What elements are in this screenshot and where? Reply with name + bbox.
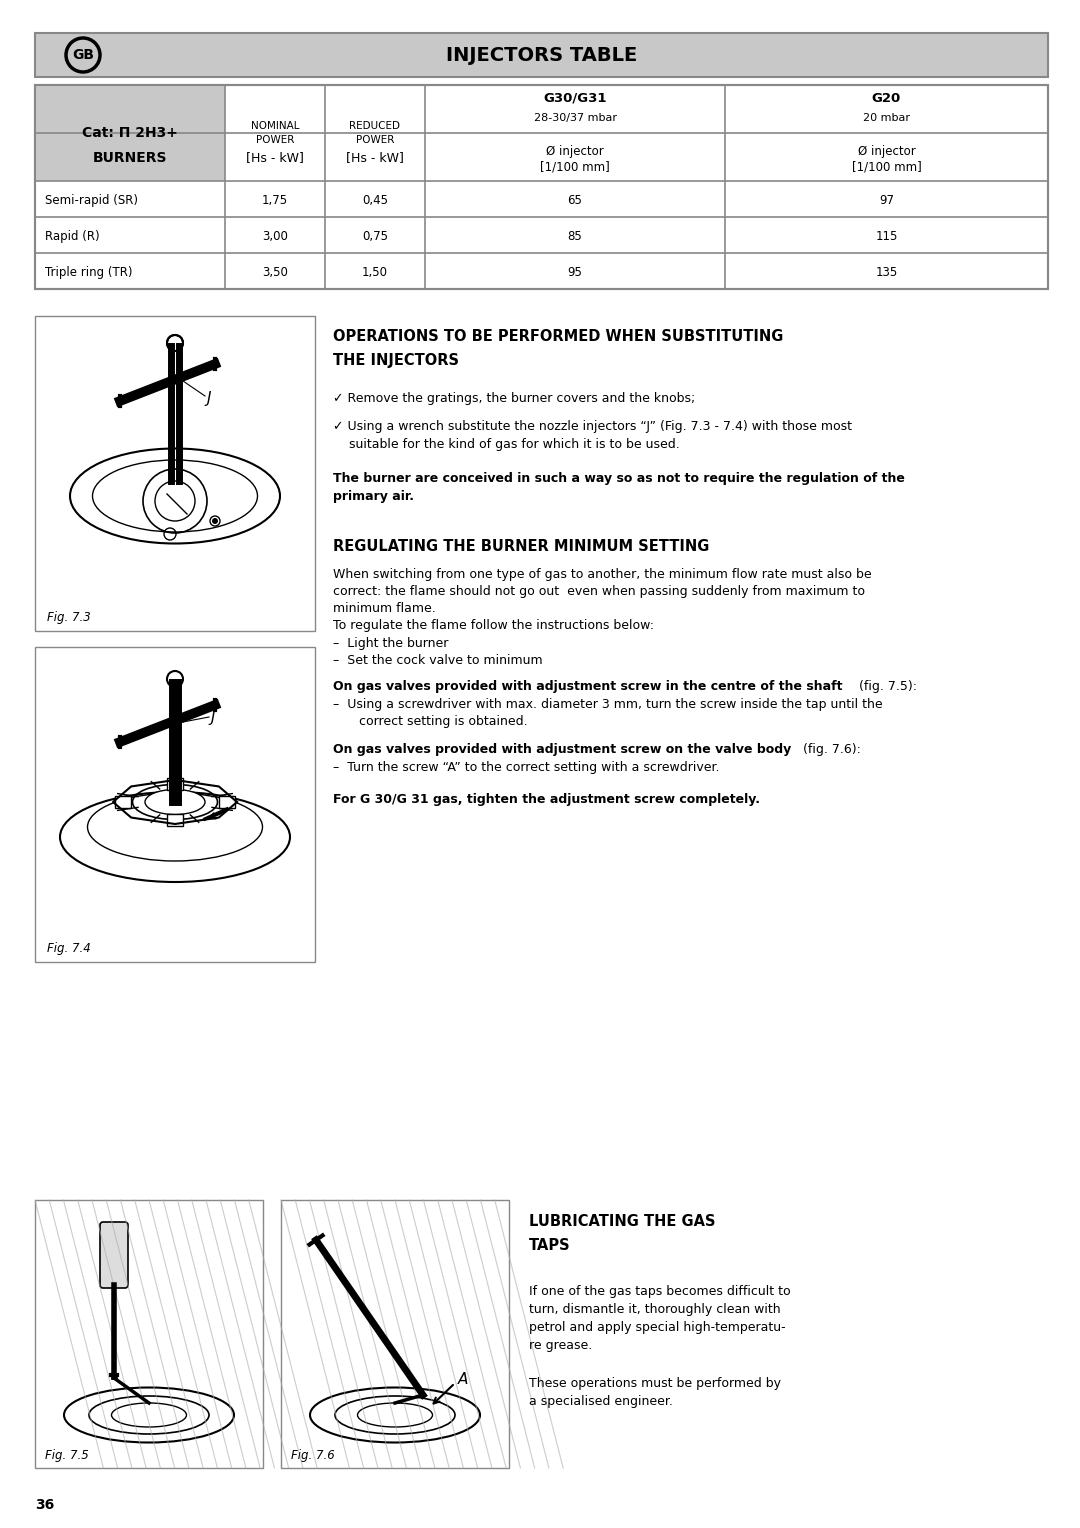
Text: petrol and apply special high-temperatu-: petrol and apply special high-temperatu- <box>529 1322 785 1334</box>
FancyBboxPatch shape <box>114 796 131 808</box>
Text: 1,75: 1,75 <box>262 194 288 206</box>
Text: correct setting is obtained.: correct setting is obtained. <box>347 715 528 727</box>
FancyBboxPatch shape <box>35 86 225 180</box>
Text: Rapid (R): Rapid (R) <box>45 229 99 243</box>
Text: Fig. 7.4: Fig. 7.4 <box>48 941 91 955</box>
Text: (fig. 7.6):: (fig. 7.6): <box>799 743 861 755</box>
Text: correct: the flame should not go out  even when passing suddenly from maximum to: correct: the flame should not go out eve… <box>333 585 865 597</box>
Text: suitable for the kind of gas for which it is to be used.: suitable for the kind of gas for which i… <box>349 437 679 451</box>
Text: 0,45: 0,45 <box>362 194 388 206</box>
Circle shape <box>167 335 183 351</box>
FancyBboxPatch shape <box>35 1199 264 1468</box>
Text: INJECTORS TABLE: INJECTORS TABLE <box>446 46 637 64</box>
Text: On gas valves provided with adjustment screw on the valve body: On gas valves provided with adjustment s… <box>333 743 792 755</box>
Text: primary air.: primary air. <box>333 489 414 503</box>
FancyBboxPatch shape <box>167 778 183 790</box>
Text: NOMINAL
POWER: NOMINAL POWER <box>251 121 299 145</box>
Text: REDUCED
POWER: REDUCED POWER <box>350 121 401 145</box>
Text: 20 mbar: 20 mbar <box>863 113 910 122</box>
FancyBboxPatch shape <box>167 814 183 827</box>
Text: 95: 95 <box>568 266 582 278</box>
Text: –  Turn the screw “A” to the correct setting with a screwdriver.: – Turn the screw “A” to the correct sett… <box>333 761 719 773</box>
Text: 85: 85 <box>568 229 582 243</box>
FancyBboxPatch shape <box>35 34 1048 76</box>
Text: 3,00: 3,00 <box>262 229 288 243</box>
Text: Cat: Π 2H3+: Cat: Π 2H3+ <box>82 125 178 141</box>
Text: –  Using a screwdriver with max. diameter 3 mm, turn the screw inside the tap un: – Using a screwdriver with max. diameter… <box>333 697 882 711</box>
Text: [Hs - kW]: [Hs - kW] <box>346 151 404 165</box>
Text: REGULATING THE BURNER MINIMUM SETTING: REGULATING THE BURNER MINIMUM SETTING <box>333 538 710 553</box>
Text: Ø injector: Ø injector <box>858 145 916 157</box>
Text: 36: 36 <box>35 1497 54 1513</box>
Text: Fig. 7.5: Fig. 7.5 <box>45 1450 89 1462</box>
FancyBboxPatch shape <box>219 796 235 808</box>
FancyBboxPatch shape <box>35 646 315 963</box>
FancyBboxPatch shape <box>100 1222 129 1288</box>
Text: ✓ Using a wrench substitute the nozzle injectors “J” (Fig. 7.3 - 7.4) with those: ✓ Using a wrench substitute the nozzle i… <box>333 420 852 432</box>
Text: –  Light the burner: – Light the burner <box>333 637 448 649</box>
Text: GB: GB <box>72 47 94 63</box>
Text: a specialised engineer.: a specialised engineer. <box>529 1395 673 1409</box>
Circle shape <box>212 518 218 524</box>
Text: Semi-rapid (SR): Semi-rapid (SR) <box>45 194 138 206</box>
Ellipse shape <box>145 790 205 814</box>
Text: 0,75: 0,75 <box>362 229 388 243</box>
Text: 1,50: 1,50 <box>362 266 388 278</box>
Text: On gas valves provided with adjustment screw in the centre of the shaft: On gas valves provided with adjustment s… <box>333 680 842 692</box>
Text: 135: 135 <box>876 266 897 278</box>
Text: [1/100 mm]: [1/100 mm] <box>852 160 921 174</box>
Text: BURNERS: BURNERS <box>93 151 167 165</box>
FancyBboxPatch shape <box>35 86 1048 289</box>
Ellipse shape <box>111 1403 187 1427</box>
Ellipse shape <box>357 1403 432 1427</box>
Text: G30/G31: G30/G31 <box>543 92 607 104</box>
Ellipse shape <box>64 1387 234 1442</box>
Text: 115: 115 <box>875 229 897 243</box>
Text: –  Set the cock valve to minimum: – Set the cock valve to minimum <box>333 654 542 666</box>
Text: Ø injector: Ø injector <box>546 145 604 157</box>
Text: minimum flame.: minimum flame. <box>333 602 435 614</box>
Text: Triple ring (TR): Triple ring (TR) <box>45 266 133 278</box>
Text: G20: G20 <box>872 92 901 104</box>
Text: Fig. 7.6: Fig. 7.6 <box>291 1450 335 1462</box>
Text: re grease.: re grease. <box>529 1340 592 1352</box>
Text: OPERATIONS TO BE PERFORMED WHEN SUBSTITUTING: OPERATIONS TO BE PERFORMED WHEN SUBSTITU… <box>333 329 783 344</box>
Text: TAPS: TAPS <box>529 1239 570 1253</box>
Text: 28-30/37 mbar: 28-30/37 mbar <box>534 113 617 122</box>
Text: turn, dismantle it, thoroughly clean with: turn, dismantle it, thoroughly clean wit… <box>529 1303 781 1317</box>
FancyBboxPatch shape <box>281 1199 509 1468</box>
Text: To regulate the flame follow the instructions below:: To regulate the flame follow the instruc… <box>333 619 654 631</box>
Text: J: J <box>210 709 215 724</box>
Text: For G 30/G 31 gas, tighten the adjustment screw completely.: For G 30/G 31 gas, tighten the adjustmen… <box>333 793 760 805</box>
Ellipse shape <box>89 1397 210 1433</box>
Text: 97: 97 <box>879 194 894 206</box>
Text: J: J <box>207 391 212 405</box>
Text: (fig. 7.5):: (fig. 7.5): <box>851 680 917 692</box>
Text: [Hs - kW]: [Hs - kW] <box>246 151 303 165</box>
Circle shape <box>167 671 183 688</box>
Ellipse shape <box>310 1387 480 1442</box>
Text: When switching from one type of gas to another, the minimum flow rate must also : When switching from one type of gas to a… <box>333 567 872 581</box>
Text: [1/100 mm]: [1/100 mm] <box>540 160 610 174</box>
FancyBboxPatch shape <box>35 316 315 631</box>
Text: ✓ Remove the gratings, the burner covers and the knobs;: ✓ Remove the gratings, the burner covers… <box>333 391 696 405</box>
Text: 3,50: 3,50 <box>262 266 288 278</box>
Text: These operations must be performed by: These operations must be performed by <box>529 1378 781 1390</box>
Text: A: A <box>458 1372 469 1387</box>
Text: The burner are conceived in such a way so as not to require the regulation of th: The burner are conceived in such a way s… <box>333 472 905 484</box>
Ellipse shape <box>335 1397 455 1433</box>
Text: Fig. 7.3: Fig. 7.3 <box>48 611 91 623</box>
Text: THE INJECTORS: THE INJECTORS <box>333 353 459 368</box>
Text: If one of the gas taps becomes difficult to: If one of the gas taps becomes difficult… <box>529 1285 791 1299</box>
Text: 65: 65 <box>568 194 582 206</box>
Text: LUBRICATING THE GAS: LUBRICATING THE GAS <box>529 1215 715 1230</box>
